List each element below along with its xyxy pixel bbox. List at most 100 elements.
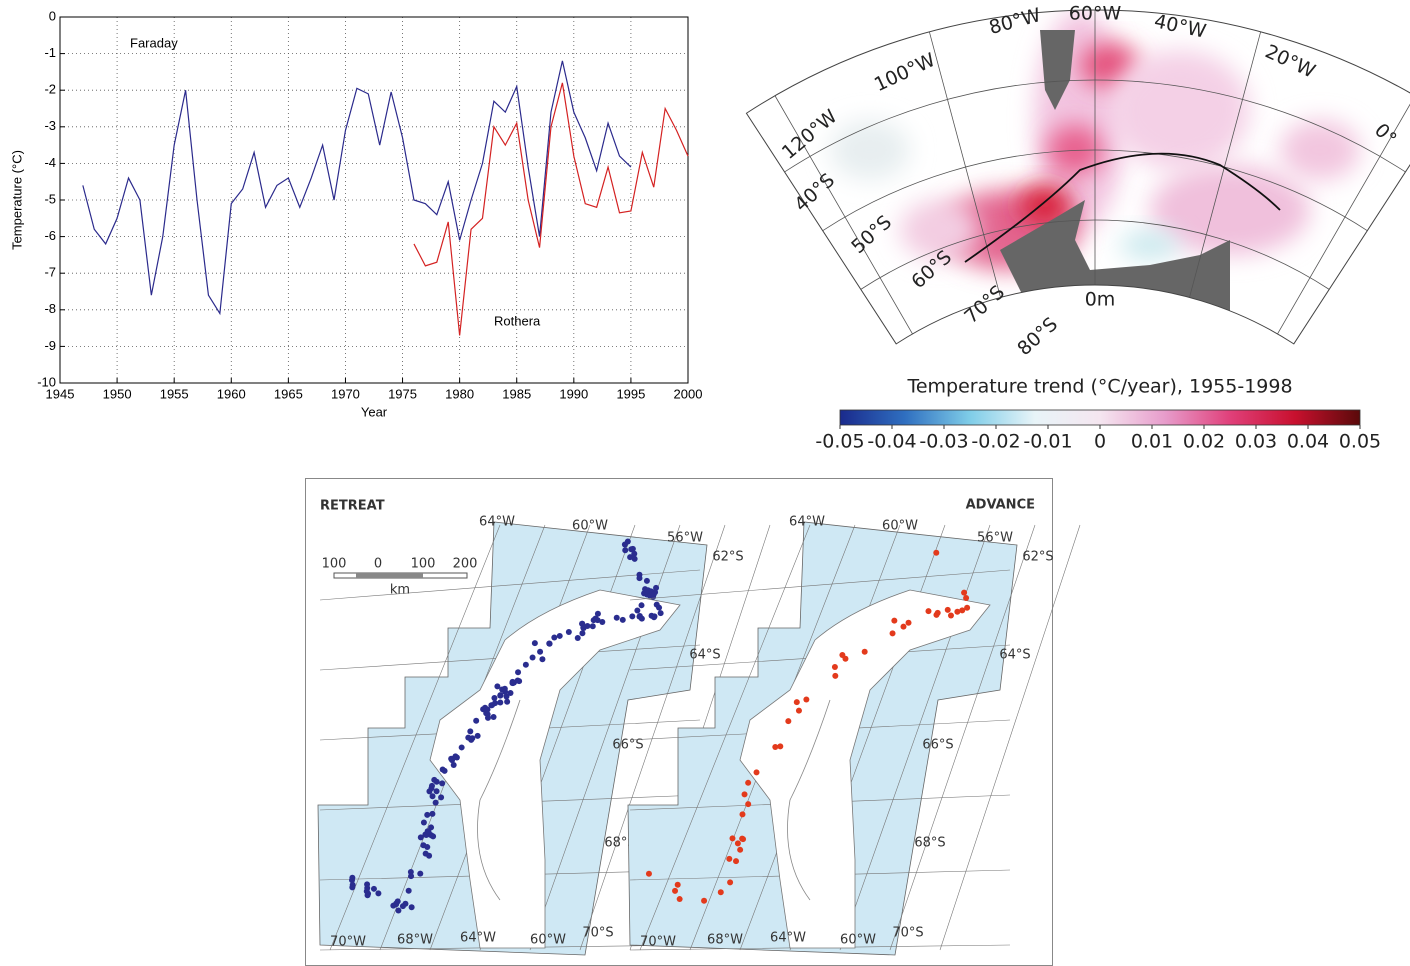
colorbar-tick-label: 0 (1094, 431, 1106, 453)
glacier-front (473, 717, 480, 724)
meridian (928, 31, 1001, 298)
glacier-front (726, 855, 733, 862)
series-line (413, 82, 689, 336)
x-axis-label: Year (361, 404, 388, 419)
glacier-front (933, 611, 940, 618)
y-tick-label: -4 (44, 155, 56, 170)
y-tick-label: -8 (44, 301, 56, 316)
glacier-front (580, 625, 587, 632)
scale-label: 100 (411, 557, 436, 572)
x-tick-label: 1955 (160, 386, 189, 401)
glacier-panel: 64°W 60°W 56°W 62°S 64°S 66°S 68°S 70°S 70°W 68°W… (627, 515, 1081, 956)
latitude-label: 64°S (999, 648, 1030, 663)
glacier-front (424, 811, 431, 818)
glacier-front (636, 575, 643, 582)
longitude-label: 64°W (770, 931, 806, 946)
glacier-front (891, 617, 898, 624)
meridian (1277, 103, 1410, 335)
x-tick-label: 1950 (103, 386, 132, 401)
longitude-label: 60°W (882, 519, 918, 534)
scale-bar (378, 573, 423, 578)
trend-map: -0.05 -0.04 -0.03 -0.02 -0.01 0 0.01 0.02 0.03 0.… (745, 3, 1410, 453)
panel-title: ADVANCE (966, 498, 1035, 513)
glacier-front (900, 623, 907, 630)
y-axis-label: Temperature (°C) (9, 150, 24, 250)
glacier-front (795, 707, 802, 714)
y-tick-label: 0 (49, 8, 56, 23)
y-tick-label: -2 (44, 82, 56, 97)
x-tick-label: 1985 (502, 386, 531, 401)
glacier-front (745, 801, 752, 808)
glacier-front (653, 601, 660, 608)
glacier-front (925, 608, 932, 615)
glacier-front (785, 718, 792, 725)
glacier-front (515, 669, 522, 676)
glacier-front (954, 608, 961, 615)
glacier-front (627, 554, 634, 561)
glacier-front (701, 897, 708, 904)
scale-label: 0 (374, 557, 382, 572)
glacier-front (753, 769, 760, 776)
glacier-front (438, 794, 445, 801)
longitude-label: 64°W (789, 515, 825, 530)
x-tick-label: 1970 (331, 386, 360, 401)
x-tick-label: 2000 (674, 386, 703, 401)
glacier-panel: 64°W 60°W 56°W 62°S 64°S 66°S 68°S 70°S 70°W 68°W… (317, 515, 771, 956)
colorbar-tick-label: -0.01 (1023, 431, 1072, 453)
x-tick-label: 1975 (388, 386, 417, 401)
glacier-front (408, 873, 415, 880)
latitude-label: 66°S (612, 738, 643, 753)
longitude-label: 60°W (572, 519, 608, 534)
colorbar-tick-label: -0.04 (867, 431, 916, 453)
map-label: 60°W (1069, 3, 1122, 25)
glacier-front (803, 696, 810, 703)
glacier-front (594, 610, 601, 617)
glacier-front (634, 607, 641, 614)
land (739, 589, 991, 949)
colorbar-tick-label: -0.03 (919, 431, 968, 453)
glacier-front (405, 887, 412, 894)
map-label: 0m (1085, 289, 1116, 311)
latitude-label: 68°S (604, 836, 635, 851)
glacier-front (504, 698, 511, 705)
glacier-front (408, 904, 415, 911)
latitude-label: 66°S (922, 738, 953, 753)
glacier-front (537, 648, 544, 655)
glacier-front (529, 654, 536, 661)
glacier-front (565, 629, 572, 636)
glacier-front (842, 655, 849, 662)
colorbar-title: Temperature trend (°C/year), 1955-1998 (906, 376, 1292, 398)
glacier-front (503, 693, 510, 700)
y-tick-label: -6 (44, 228, 56, 243)
glacier-front (832, 672, 839, 679)
panel-title: RETREAT (320, 499, 385, 514)
glacier-front (449, 757, 456, 764)
grid-line (889, 524, 1036, 951)
longitude-label: 68°W (707, 933, 743, 948)
glacier-front (494, 683, 501, 690)
grid-line (579, 524, 726, 951)
glacier-front (963, 595, 970, 602)
glacier-front (422, 850, 429, 857)
glacier-front (631, 550, 638, 557)
glacier-front (674, 881, 681, 888)
longitude-label: 60°W (840, 933, 876, 948)
x-tick-label: 1995 (616, 386, 645, 401)
glacier-front (424, 844, 431, 851)
y-tick-label: -3 (44, 118, 56, 133)
y-tick-label: -10 (37, 374, 56, 389)
glacier-front (490, 713, 497, 720)
glacier-front (556, 632, 563, 639)
glacier-front (497, 699, 504, 706)
trend-patch (1150, 165, 1310, 255)
glacier-front (539, 656, 546, 663)
glacier-front (546, 640, 553, 647)
glacier-front (574, 635, 581, 642)
glacier-front (484, 706, 491, 713)
glacier-front (793, 699, 800, 706)
glacier-front (638, 602, 645, 609)
parallel (822, 149, 1368, 232)
glacier-front (959, 607, 966, 614)
glacier-front (905, 619, 912, 626)
latitude-label: 70°S (892, 926, 923, 941)
